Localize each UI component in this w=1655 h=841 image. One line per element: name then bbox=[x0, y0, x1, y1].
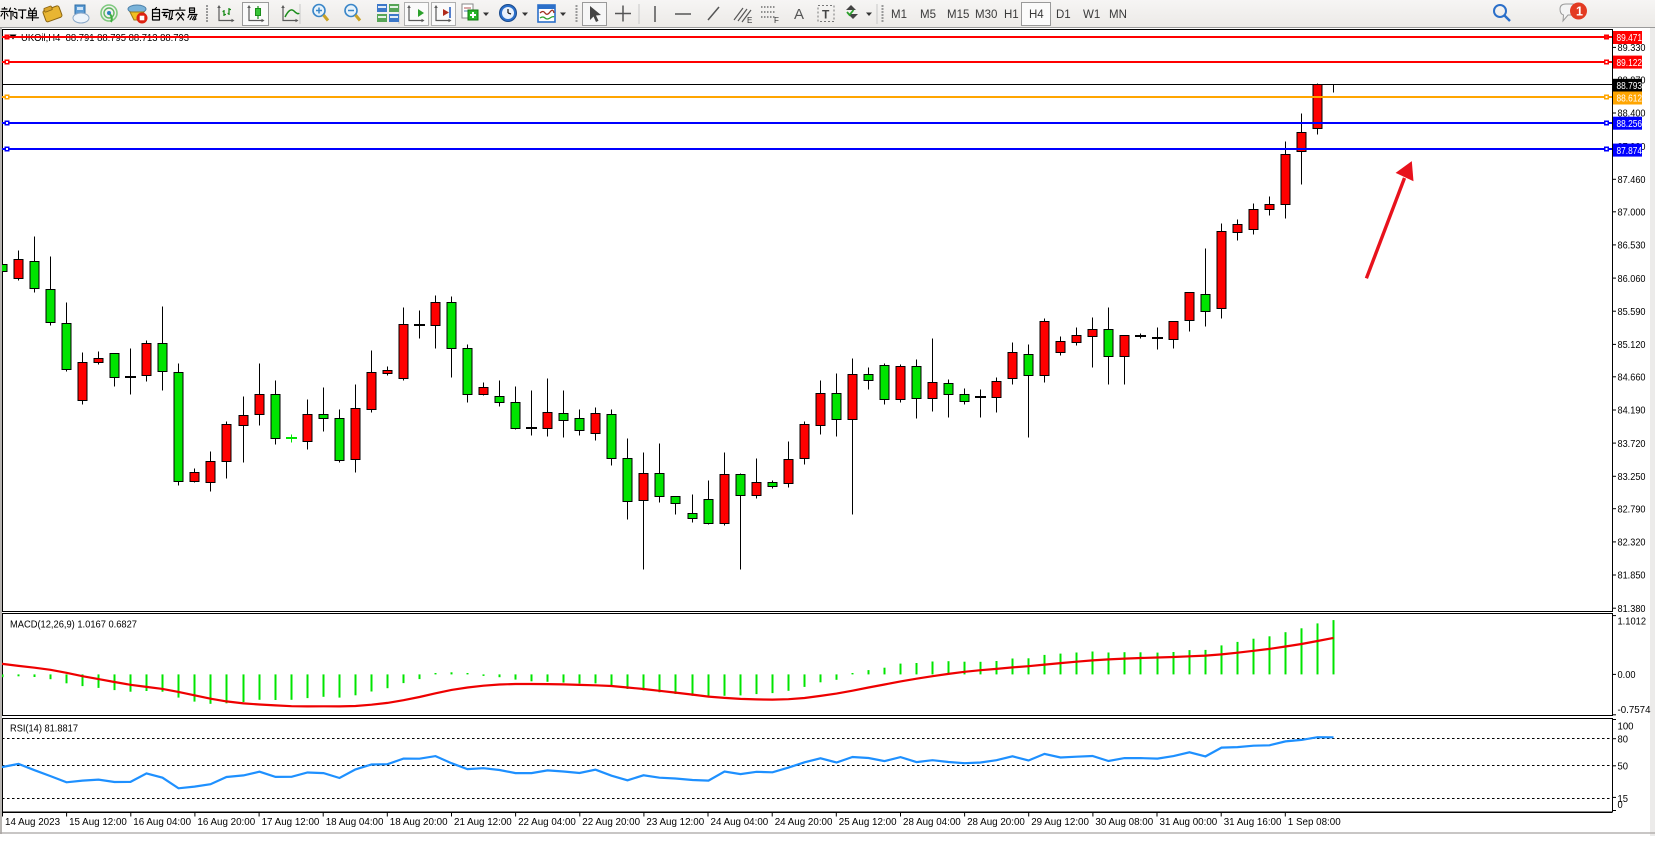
svg-text:84.190: 84.190 bbox=[1618, 406, 1646, 417]
svg-text:F: F bbox=[774, 16, 779, 25]
svg-text:D1: D1 bbox=[1056, 9, 1071, 21]
svg-text:85.120: 85.120 bbox=[1618, 340, 1646, 351]
svg-text:82.790: 82.790 bbox=[1618, 504, 1646, 515]
svg-text:87.874: 87.874 bbox=[1617, 146, 1643, 157]
svg-text:22 Aug 04:00: 22 Aug 04:00 bbox=[518, 817, 576, 828]
svg-text:21 Aug 12:00: 21 Aug 12:00 bbox=[454, 817, 512, 828]
svg-text:16 Aug 20:00: 16 Aug 20:00 bbox=[197, 817, 255, 828]
svg-text:86.060: 86.060 bbox=[1618, 274, 1646, 285]
svg-text:0.00: 0.00 bbox=[1618, 670, 1636, 681]
svg-text:16 Aug 04:00: 16 Aug 04:00 bbox=[133, 817, 191, 828]
svg-text:30 Aug 08:00: 30 Aug 08:00 bbox=[1095, 817, 1153, 828]
svg-text:24 Aug 20:00: 24 Aug 20:00 bbox=[775, 817, 833, 828]
svg-text:85.590: 85.590 bbox=[1618, 307, 1646, 318]
svg-text:M1: M1 bbox=[891, 9, 907, 21]
svg-text:15: 15 bbox=[1618, 794, 1629, 805]
svg-text:MN: MN bbox=[1109, 9, 1127, 21]
svg-text:24 Aug 04:00: 24 Aug 04:00 bbox=[711, 817, 769, 828]
svg-text:-0.7574: -0.7574 bbox=[1618, 705, 1651, 716]
svg-text:22 Aug 20:00: 22 Aug 20:00 bbox=[582, 817, 640, 828]
svg-text:A: A bbox=[794, 6, 804, 23]
svg-text:H1: H1 bbox=[1004, 9, 1019, 21]
svg-text:88.256: 88.256 bbox=[1617, 119, 1643, 130]
svg-text:23 Aug 12:00: 23 Aug 12:00 bbox=[646, 817, 704, 828]
svg-text:UKOil,H4 88.791 88.795 88.713: UKOil,H4 88.791 88.795 88.713 88.793 bbox=[21, 33, 189, 44]
svg-text:0: 0 bbox=[1618, 800, 1623, 811]
svg-text:89.471: 89.471 bbox=[1617, 33, 1643, 44]
svg-text:M30: M30 bbox=[975, 9, 997, 21]
svg-text:83.720: 83.720 bbox=[1618, 439, 1646, 450]
svg-text:MACD(12,26,9) 1.0167 0.6827: MACD(12,26,9) 1.0167 0.6827 bbox=[10, 620, 137, 631]
svg-text:100: 100 bbox=[1618, 721, 1634, 732]
svg-text:28 Aug 04:00: 28 Aug 04:00 bbox=[903, 817, 961, 828]
svg-text:E: E bbox=[747, 16, 752, 25]
svg-text:18 Aug 04:00: 18 Aug 04:00 bbox=[326, 817, 384, 828]
svg-text:15 Aug 12:00: 15 Aug 12:00 bbox=[69, 817, 127, 828]
svg-text:T: T bbox=[822, 8, 830, 22]
svg-text:81.380: 81.380 bbox=[1618, 604, 1646, 615]
svg-text:14 Aug 2023: 14 Aug 2023 bbox=[5, 817, 61, 828]
svg-text:82.320: 82.320 bbox=[1618, 538, 1646, 549]
svg-text:87.000: 87.000 bbox=[1618, 208, 1646, 219]
svg-text:18 Aug 20:00: 18 Aug 20:00 bbox=[390, 817, 448, 828]
svg-text:1: 1 bbox=[1576, 5, 1583, 19]
svg-text:89.122: 89.122 bbox=[1617, 58, 1643, 69]
svg-text:84.660: 84.660 bbox=[1618, 373, 1646, 384]
svg-text:83.250: 83.250 bbox=[1618, 472, 1646, 483]
svg-text:89.330: 89.330 bbox=[1618, 43, 1646, 54]
svg-text:88.612: 88.612 bbox=[1617, 94, 1643, 105]
svg-text:17 Aug 12:00: 17 Aug 12:00 bbox=[262, 817, 320, 828]
svg-text:31 Aug 00:00: 31 Aug 00:00 bbox=[1160, 817, 1218, 828]
svg-text:1.1012: 1.1012 bbox=[1618, 616, 1647, 627]
svg-text:86.530: 86.530 bbox=[1618, 241, 1646, 252]
svg-text:50: 50 bbox=[1618, 762, 1629, 773]
svg-text:25 Aug 12:00: 25 Aug 12:00 bbox=[839, 817, 897, 828]
svg-text:M15: M15 bbox=[947, 9, 969, 21]
svg-text:1 Sep 08:00: 1 Sep 08:00 bbox=[1288, 817, 1341, 828]
svg-text:87.460: 87.460 bbox=[1618, 175, 1646, 186]
svg-text:81.850: 81.850 bbox=[1618, 571, 1646, 582]
svg-text:W1: W1 bbox=[1083, 9, 1100, 21]
svg-text:31 Aug 16:00: 31 Aug 16:00 bbox=[1224, 817, 1282, 828]
svg-text:80: 80 bbox=[1618, 734, 1629, 745]
svg-text:H4: H4 bbox=[1029, 9, 1044, 21]
svg-text:88.793: 88.793 bbox=[1617, 81, 1643, 92]
svg-text:29 Aug 12:00: 29 Aug 12:00 bbox=[1031, 817, 1089, 828]
svg-text:RSI(14) 81.8817: RSI(14) 81.8817 bbox=[10, 724, 78, 735]
svg-text:M5: M5 bbox=[920, 9, 936, 21]
svg-text:28 Aug 20:00: 28 Aug 20:00 bbox=[967, 817, 1025, 828]
svg-text:88.400: 88.400 bbox=[1618, 109, 1646, 120]
